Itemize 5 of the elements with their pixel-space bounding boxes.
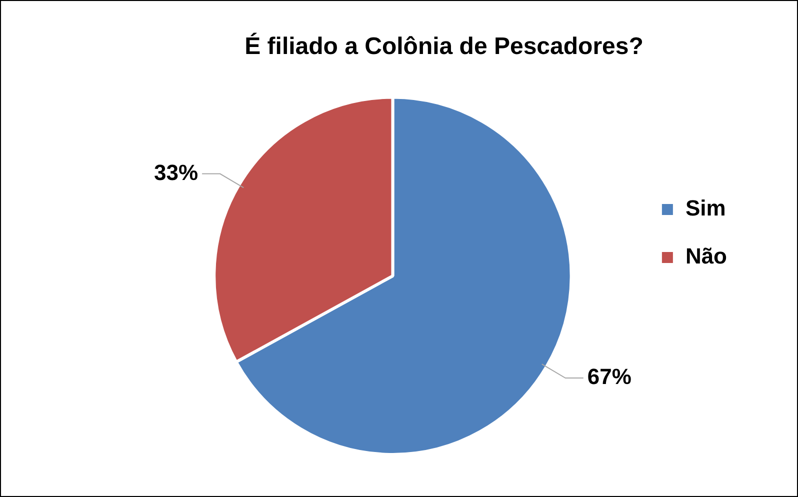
chart-title: É filiado a Colônia de Pescadores?	[244, 32, 644, 60]
data-label: 33%	[154, 160, 198, 185]
legend-label: Sim	[685, 196, 726, 221]
legend-label: Não	[685, 244, 727, 269]
data-label: 67%	[587, 364, 632, 390]
